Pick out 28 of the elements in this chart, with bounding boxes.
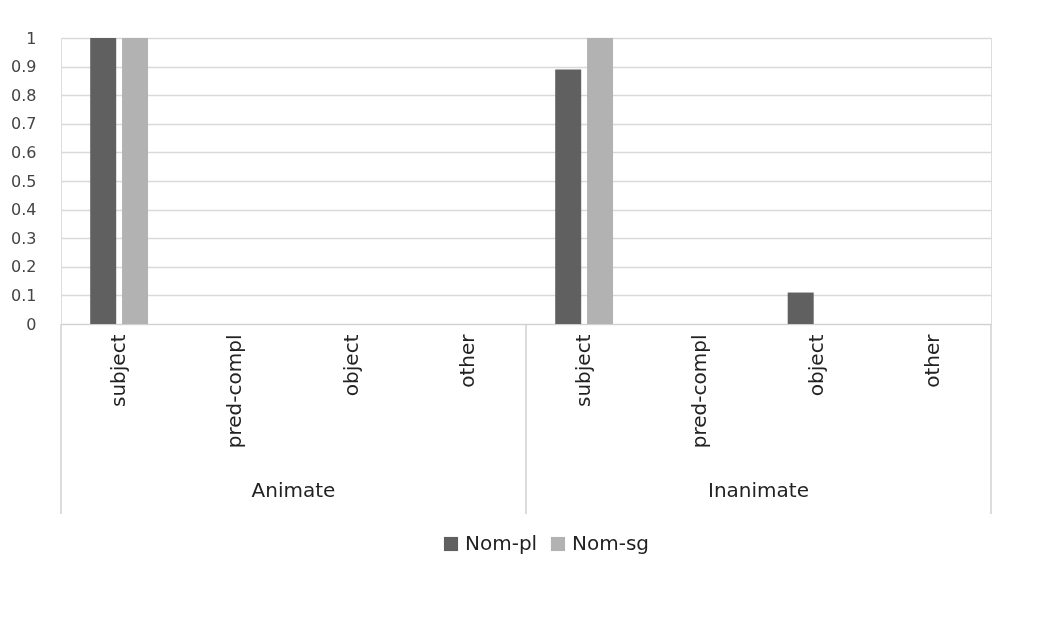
bar	[90, 38, 117, 324]
y-tick-label: 0.7	[11, 114, 37, 134]
bar	[122, 38, 149, 324]
text: Animate	[251, 478, 336, 502]
y-tick-label: 0.8	[11, 85, 37, 105]
x-tick-label: subject	[106, 334, 131, 407]
bar	[787, 292, 814, 324]
x-tick-label: pred-compl	[222, 334, 247, 449]
y-tick-label: 0.3	[11, 228, 37, 248]
bar	[555, 69, 582, 324]
y-tick-label: 0.9	[11, 57, 37, 77]
bar	[587, 38, 614, 324]
y-tick-label: 0.6	[11, 142, 37, 162]
y-tick-label: 0.4	[11, 200, 37, 220]
text: Inanimate	[708, 478, 809, 502]
x-tick-label: object	[803, 334, 828, 397]
y-tick-label: 0	[26, 314, 37, 334]
x-tick-label: subject	[571, 334, 596, 407]
legend-label: Nom-pl	[465, 531, 538, 555]
y-tick-label: 1	[26, 28, 37, 48]
legend-label: Nom-sg	[572, 531, 650, 555]
x-tick-label: object	[338, 334, 363, 397]
x-tick-label: pred-compl	[687, 334, 712, 449]
y-tick-label: 0.2	[11, 257, 37, 277]
x-tick-label: other	[454, 333, 479, 388]
y-tick-label: 0.5	[11, 171, 37, 191]
y-tick-label: 0.1	[11, 285, 37, 305]
x-tick-label: other	[919, 333, 944, 388]
